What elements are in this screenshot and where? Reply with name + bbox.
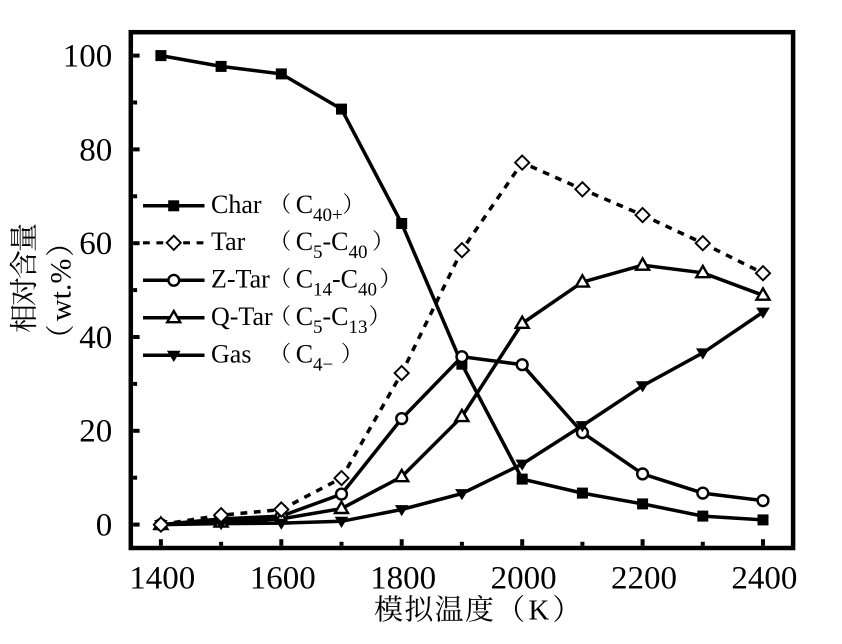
svg-text:5: 5 bbox=[313, 317, 323, 338]
svg-text:14: 14 bbox=[313, 280, 333, 301]
svg-text:80: 80 bbox=[79, 132, 112, 168]
svg-text:C: C bbox=[296, 190, 313, 219]
svg-text:-C: -C bbox=[323, 227, 349, 256]
svg-text:Char: Char bbox=[211, 190, 262, 219]
svg-text:13: 13 bbox=[349, 317, 368, 338]
svg-text:1600: 1600 bbox=[250, 561, 316, 597]
svg-text:Tar: Tar bbox=[211, 227, 246, 256]
svg-text:wt.%: wt.% bbox=[45, 259, 78, 322]
svg-text:60: 60 bbox=[79, 226, 112, 262]
svg-text:2400: 2400 bbox=[731, 561, 797, 597]
svg-text:Q-Tar: Q-Tar bbox=[211, 302, 273, 331]
svg-text:40+: 40+ bbox=[313, 205, 343, 226]
svg-text:1800: 1800 bbox=[370, 561, 436, 597]
svg-text:1400: 1400 bbox=[129, 561, 195, 597]
svg-text:100: 100 bbox=[63, 39, 113, 75]
svg-text:2200: 2200 bbox=[611, 561, 677, 597]
svg-text:K: K bbox=[528, 595, 549, 627]
svg-text:0: 0 bbox=[96, 508, 113, 544]
svg-text:5: 5 bbox=[313, 242, 323, 263]
svg-text:C: C bbox=[296, 302, 313, 331]
svg-text:40: 40 bbox=[79, 320, 112, 356]
svg-text:40: 40 bbox=[349, 242, 368, 263]
svg-text:Gas: Gas bbox=[211, 340, 251, 369]
svg-text:20: 20 bbox=[79, 414, 112, 450]
svg-text:2000: 2000 bbox=[491, 561, 557, 597]
svg-text:C: C bbox=[296, 340, 313, 369]
svg-text:C: C bbox=[296, 265, 313, 294]
svg-text:Z-Tar: Z-Tar bbox=[211, 265, 270, 294]
svg-text:40: 40 bbox=[358, 280, 377, 301]
svg-text:C: C bbox=[296, 227, 313, 256]
svg-text:-C: -C bbox=[332, 265, 358, 294]
svg-text:-C: -C bbox=[323, 302, 349, 331]
svg-text:4−: 4− bbox=[313, 355, 333, 376]
